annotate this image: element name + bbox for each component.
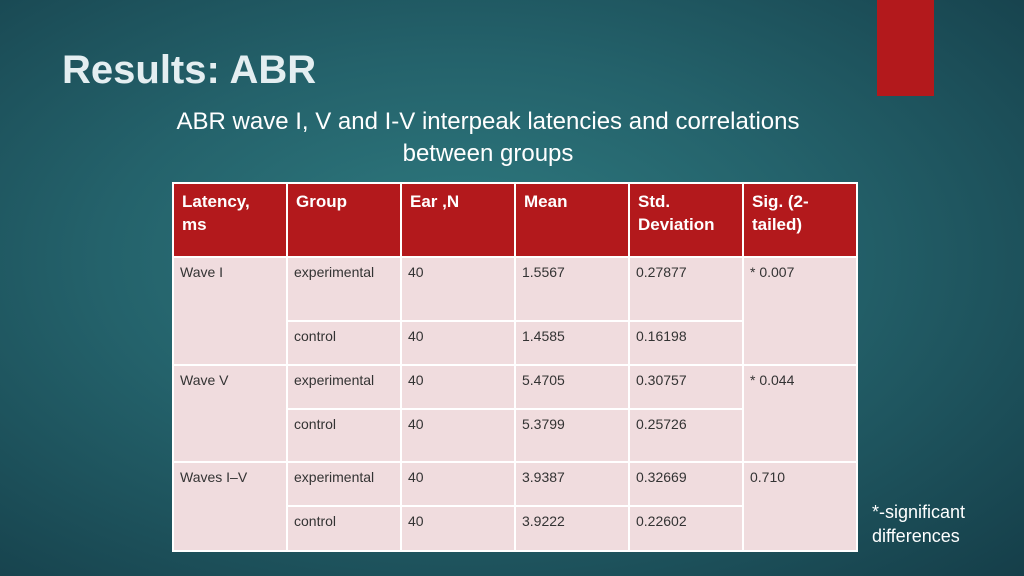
slide-subtitle: ABR wave I, V and I-V interpeak latencie…: [118, 106, 858, 170]
group-cell: control: [286, 320, 402, 366]
ear-cell: 40: [400, 320, 516, 366]
ear-cell: 40: [400, 505, 516, 552]
table-row: Waves I–V experimental 40 3.9387 0.32669…: [172, 461, 858, 552]
subtitle-line-1: ABR wave I, V and I-V interpeak latencie…: [176, 108, 800, 135]
sig-cell: * 0.044: [742, 364, 858, 463]
header-group: Group: [286, 182, 402, 258]
ear-cell: 40: [400, 364, 516, 410]
footnote: *-significant differences: [872, 500, 965, 548]
table-row: Wave I experimental 40 1.5567 0.27877 * …: [172, 256, 858, 366]
header-row: Latency, ms Group Ear ,N Mean Std. Devia…: [172, 182, 858, 258]
results-table: Latency, ms Group Ear ,N Mean Std. Devia…: [172, 182, 858, 552]
mean-cell: 3.9222: [514, 505, 630, 552]
std-cell: 0.30757: [628, 364, 744, 410]
mean-cell: 3.9387: [514, 461, 630, 507]
footnote-line-2: differences: [872, 526, 960, 546]
std-cell: 0.32669: [628, 461, 744, 507]
table-row: control 40 1.4585 0.16198: [173, 320, 857, 366]
table-row: Wave V experimental 40 5.4705 0.30757 * …: [172, 364, 858, 463]
ear-cell: 40: [400, 408, 516, 463]
header-sig: Sig. (2- tailed): [742, 182, 858, 258]
sig-cell: 0.710: [742, 461, 858, 552]
slide-title: Results: ABR: [62, 48, 317, 92]
header-std-line-1: Std.: [638, 192, 671, 211]
header-ear: Ear ,N: [400, 182, 516, 258]
ear-cell: 40: [400, 461, 516, 507]
group-cell: experimental: [286, 256, 402, 322]
header-latency-line-1: Latency,: [182, 192, 250, 211]
wave-label: Wave V: [172, 364, 288, 463]
footnote-line-1: *-significant: [872, 502, 966, 522]
mean-cell: 5.4705: [514, 364, 630, 410]
mean-cell: 1.5567: [514, 256, 630, 322]
header-std: Std. Deviation: [628, 182, 744, 258]
group-cell: control: [286, 408, 402, 463]
ear-cell: 40: [400, 256, 516, 322]
mean-cell: 5.3799: [514, 408, 630, 463]
subtitle-line-2: between groups: [402, 140, 574, 167]
std-cell: 0.16198: [628, 320, 744, 366]
wave-label: Waves I–V: [172, 461, 288, 552]
std-cell: 0.22602: [628, 505, 744, 552]
header-latency: Latency, ms: [172, 182, 288, 258]
accent-bar: [877, 0, 934, 96]
std-cell: 0.25726: [628, 408, 744, 463]
header-mean: Mean: [514, 182, 630, 258]
sig-cell: * 0.007: [742, 256, 858, 366]
header-latency-line-2: ms: [182, 215, 207, 234]
std-cell: 0.27877: [628, 256, 744, 322]
header-sig-line-1: Sig. (2-: [752, 192, 809, 211]
header-sig-line-2: tailed): [752, 215, 803, 234]
group-cell: control: [286, 505, 402, 552]
group-cell: experimental: [286, 364, 402, 410]
header-std-line-2: Deviation: [638, 215, 715, 234]
wave-label: Wave I: [172, 256, 288, 366]
mean-cell: 1.4585: [514, 320, 630, 366]
table-row: control 40 5.3799 0.25726: [173, 408, 857, 463]
table-row: control 40 3.9222 0.22602: [173, 505, 857, 552]
group-cell: experimental: [286, 461, 402, 507]
